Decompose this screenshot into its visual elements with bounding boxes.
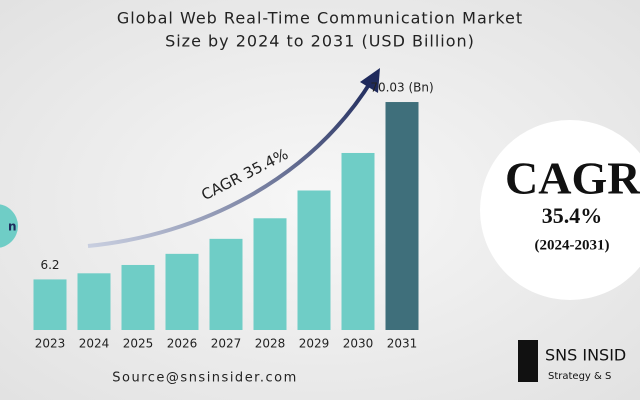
x-tick-label: 2027	[211, 337, 242, 351]
left-badge-text: n	[8, 220, 17, 234]
value-label: 6.2	[40, 258, 59, 272]
cagr-badge	[480, 120, 640, 300]
bar	[341, 152, 375, 330]
bar	[165, 253, 199, 330]
value-label: 70.03 (Bn)	[370, 81, 433, 95]
badge-title: CAGR	[505, 153, 640, 204]
bar	[385, 102, 419, 331]
bar	[209, 238, 243, 330]
logo-icon	[518, 340, 538, 382]
x-tick-label: 2026	[167, 337, 198, 351]
bar	[121, 264, 155, 330]
x-tick-label: 2029	[299, 337, 330, 351]
cagr-arrow	[87, 78, 374, 248]
chart-title: Global Web Real-Time Communication Marke…	[117, 9, 523, 28]
bar	[33, 279, 67, 330]
bar	[253, 218, 287, 330]
arrow-head	[360, 68, 380, 93]
chart-subtitle: Size by 2024 to 2031 (USD Billion)	[165, 32, 475, 51]
left-badge	[0, 204, 18, 248]
x-tick-label: 2030	[343, 337, 374, 351]
x-tick-label: 2025	[123, 337, 154, 351]
source: Source@snsinsider.com	[112, 371, 297, 386]
badge-rate: 35.4%	[542, 203, 603, 228]
x-tick-label: 2024	[79, 337, 110, 351]
logo-name: SNS INSID	[545, 346, 626, 365]
x-tick-label: 2028	[255, 337, 286, 351]
logo-tagline: Strategy & S	[548, 371, 611, 382]
x-tick-label: 2023	[35, 337, 66, 351]
badge-period: (2024-2031)	[535, 237, 610, 253]
bar	[297, 190, 331, 330]
bar	[77, 273, 111, 330]
x-tick-label: 2031	[387, 337, 418, 351]
